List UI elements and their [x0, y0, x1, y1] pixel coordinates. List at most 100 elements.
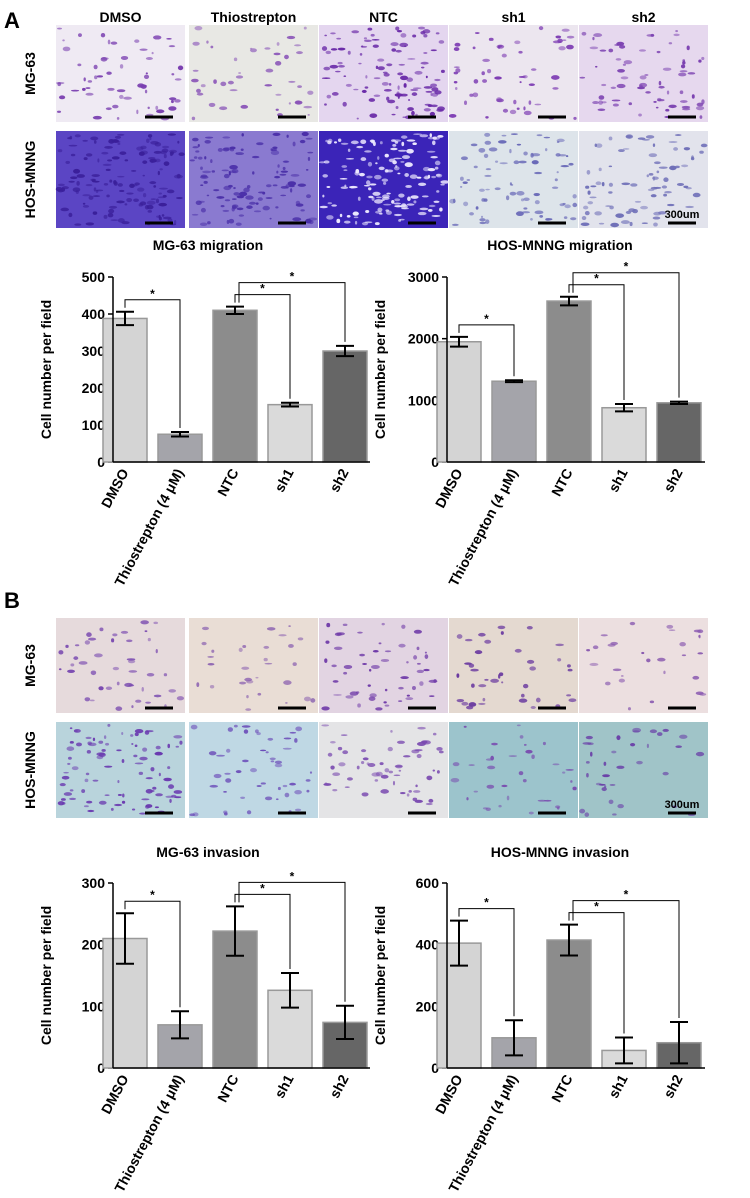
bar: [267, 403, 313, 463]
cell: [373, 94, 381, 97]
cell: [555, 35, 562, 39]
cell: [426, 150, 436, 153]
cell: [455, 86, 458, 91]
cell: [153, 35, 162, 40]
cell: [695, 751, 705, 757]
cell: [484, 678, 489, 681]
cell: [229, 89, 238, 92]
cell: [510, 183, 514, 186]
significance-label: *: [594, 272, 599, 286]
bar: [436, 341, 482, 463]
cell: [63, 771, 69, 774]
cell: [167, 133, 177, 136]
cell: [638, 49, 646, 52]
cell: [111, 638, 115, 643]
cell: [191, 78, 199, 83]
cell: [70, 89, 80, 92]
cell: [412, 142, 417, 146]
micrograph: [55, 25, 185, 122]
cell: [423, 668, 430, 672]
cell: [423, 86, 433, 89]
cell: [70, 176, 78, 180]
cell: [336, 632, 345, 636]
cell: [382, 196, 390, 200]
cell: [119, 151, 127, 155]
cell: [363, 184, 371, 187]
cell: [201, 626, 209, 631]
cell: [240, 104, 249, 109]
cell: [435, 173, 441, 177]
cell: [263, 657, 268, 662]
cell: [572, 786, 577, 791]
cell: [413, 133, 422, 136]
y-tick-label: 200: [82, 380, 106, 396]
cell: [153, 621, 159, 625]
cell: [76, 181, 80, 186]
cell: [406, 139, 416, 142]
cell: [419, 207, 429, 211]
cell: [359, 172, 365, 177]
cell: [131, 742, 134, 745]
cell: [222, 136, 231, 139]
cell: [116, 133, 125, 136]
cell: [416, 662, 421, 665]
cell: [521, 693, 525, 698]
cell: [326, 185, 331, 188]
cell: [159, 168, 163, 171]
cell: [645, 91, 651, 94]
cell: [111, 156, 120, 160]
cell: [439, 207, 443, 212]
cell: [419, 134, 429, 138]
cell: [264, 84, 273, 87]
cell: [297, 183, 307, 187]
cell: [233, 186, 236, 190]
cell: [379, 762, 384, 766]
cell: [204, 140, 211, 144]
cell: [340, 142, 349, 145]
bar: [491, 380, 537, 463]
cell: [103, 735, 107, 740]
cell: [562, 202, 566, 205]
cell: [270, 147, 274, 152]
cell: [296, 100, 301, 104]
cell: [283, 680, 292, 685]
cell: [436, 747, 443, 751]
cell: [432, 732, 437, 736]
error-bar: [171, 431, 189, 438]
significance-bracket: [458, 324, 515, 377]
cell: [675, 29, 679, 33]
cell: [95, 189, 99, 193]
cell: [417, 726, 426, 730]
cell: [420, 66, 425, 69]
chart-title: HOS-MNNG migration: [487, 237, 632, 253]
cell: [88, 742, 97, 747]
cell: [107, 723, 111, 727]
cell: [146, 200, 156, 205]
significance-label: *: [150, 888, 155, 902]
cell: [488, 37, 494, 41]
cell: [377, 66, 385, 71]
cell: [416, 669, 425, 674]
cell: [105, 686, 113, 691]
cell: [534, 210, 544, 215]
cell: [116, 200, 125, 204]
cell: [275, 108, 279, 111]
cell: [153, 694, 162, 698]
cell: [406, 793, 410, 797]
cell: [166, 189, 175, 194]
cell: [296, 51, 303, 55]
cell: [113, 180, 117, 185]
cell: [590, 185, 597, 188]
cell: [83, 157, 88, 161]
cell: [627, 707, 631, 711]
cell: [535, 697, 541, 703]
cell: [104, 794, 110, 796]
cell: [556, 138, 565, 143]
cell: [412, 797, 418, 802]
y-axis-label: Cell number per field: [372, 906, 388, 1045]
cell: [490, 678, 499, 683]
cell: [338, 65, 345, 68]
cell: [126, 639, 133, 643]
cell: [459, 186, 463, 188]
cell: [105, 168, 111, 171]
